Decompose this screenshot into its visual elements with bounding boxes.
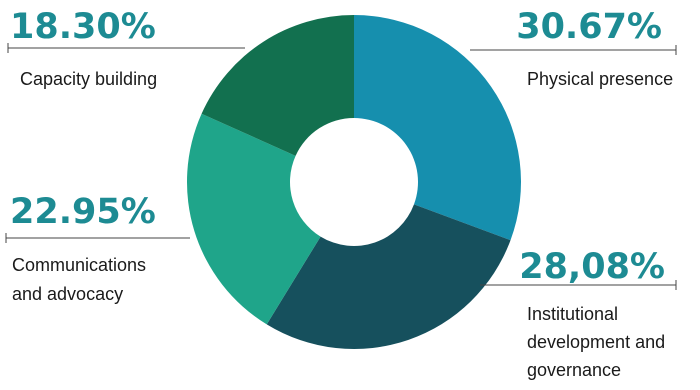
label-institutional-line1: Institutional bbox=[527, 304, 618, 324]
label-institutional-line2: development and bbox=[527, 332, 665, 352]
slice-capacity-building bbox=[201, 15, 354, 156]
label-capacity-building: Capacity building bbox=[20, 69, 157, 89]
label-institutional-line3: governance bbox=[527, 360, 621, 380]
pct-capacity-building: 18.30% bbox=[10, 7, 156, 47]
slice-communications-and-advocacy bbox=[186, 113, 321, 325]
leader-lines bbox=[5, 43, 677, 290]
label-communications-line2: and advocacy bbox=[12, 284, 123, 304]
label-communications-line1: Communications bbox=[12, 255, 146, 275]
slice-physical-presence bbox=[354, 15, 521, 241]
pct-communications-advocacy: 22.95% bbox=[10, 192, 156, 232]
pct-institutional-development: 28,08% bbox=[519, 247, 665, 287]
donut-slices bbox=[186, 15, 521, 349]
label-physical-presence: Physical presence bbox=[527, 69, 673, 89]
slice-institutional-development-and-governance bbox=[266, 204, 511, 349]
pct-physical-presence: 30.67% bbox=[516, 7, 662, 47]
